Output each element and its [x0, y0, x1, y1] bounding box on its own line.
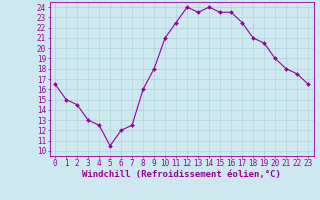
X-axis label: Windchill (Refroidissement éolien,°C): Windchill (Refroidissement éolien,°C): [82, 170, 281, 179]
